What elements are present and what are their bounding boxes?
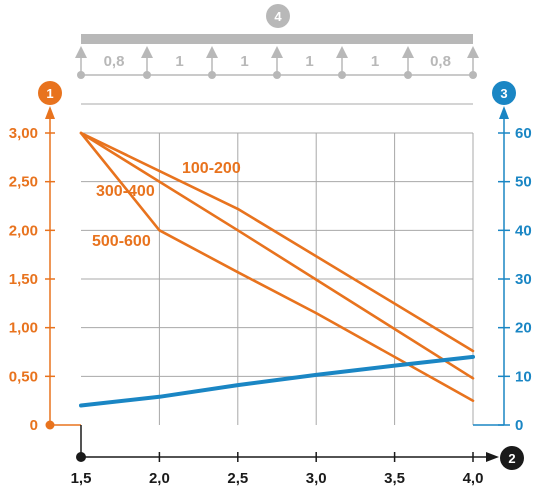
span-label-bg	[98, 52, 130, 70]
grid	[81, 103, 474, 425]
left-axis-tick-label: 0	[30, 417, 38, 434]
badges: 4 1 3 2	[38, 4, 524, 470]
right-axis-arrow	[499, 106, 509, 119]
x-axis-tick-label: 1,5	[71, 470, 92, 487]
left-axis-arrow	[45, 106, 55, 119]
badge-span-axis-text: 2	[508, 451, 515, 466]
span-label: 0,8	[430, 53, 451, 70]
span-label: 1	[371, 53, 379, 70]
support-triangle	[75, 46, 87, 58]
right-axis-tick-label: 50	[515, 174, 532, 191]
support-triangle	[206, 46, 218, 58]
left-axis-tick-label: 1,50	[9, 271, 38, 288]
badge-span-axis-circle	[500, 446, 524, 470]
span-label: 1	[305, 53, 313, 70]
left-axis-tick-label: 1,00	[9, 320, 38, 337]
span-label-bg	[228, 52, 261, 70]
series-label-300-400: 300-400	[96, 183, 155, 200]
badge-span-text: 4	[274, 9, 282, 24]
right-axis-tick-label: 60	[515, 125, 532, 142]
series-labels: 100-200 300-400 500-600	[92, 160, 241, 250]
right-axis-tick-label: 30	[515, 271, 532, 288]
deflection-line	[79, 354, 475, 408]
x-axis-tick-label: 2,0	[149, 470, 170, 487]
right-axis-tick-label: 40	[515, 222, 532, 239]
left-axis-tick-label: 2,50	[9, 174, 38, 191]
series-line-500-600	[79, 131, 475, 403]
series-label-100-200: 100-200	[182, 160, 241, 177]
span-label-bg	[163, 52, 196, 70]
span-label-bg	[293, 52, 326, 70]
support-triangle	[336, 46, 348, 58]
badge-load-axis-text: 1	[46, 86, 53, 101]
support-triangle	[467, 46, 479, 58]
series-line-300-400	[79, 131, 475, 380]
right-axis-tick-label: 20	[515, 320, 532, 337]
beam-bar	[81, 34, 473, 44]
span-label-bg	[424, 52, 457, 70]
x-axis-tick-label: 3,5	[384, 470, 405, 487]
left-axis-tick-label: 2,00	[9, 222, 38, 239]
series-line-100-200	[79, 131, 475, 353]
badge-deflection-axis-text: 3	[500, 86, 507, 101]
span-label: 0,8	[104, 53, 125, 70]
badge-load-axis-circle	[38, 81, 62, 105]
span-label-bg	[359, 52, 391, 70]
x-axis-tick-label: 4,0	[463, 470, 484, 487]
span-diagram: 0,8 1 1 1 1 0,8	[75, 34, 479, 79]
span-label: 1	[175, 53, 183, 70]
axes: 0 0,50 1,00 1,50 2,00 2,50 3,00 0 10 20 30 40 50 60 1,…	[9, 106, 532, 487]
x-axis-origin-dot	[76, 452, 86, 462]
badge-deflection-axis-circle	[492, 81, 516, 105]
left-axis-tick-label: 3,00	[9, 125, 38, 142]
right-axis-tick-label: 10	[515, 368, 532, 385]
series	[79, 131, 475, 408]
x-axis-arrow	[486, 452, 499, 462]
support-triangle	[402, 46, 414, 58]
badge-span-circle	[266, 4, 290, 28]
series-label-500-600: 500-600	[92, 233, 151, 250]
support-triangle	[141, 46, 153, 58]
support-triangle	[271, 46, 283, 58]
right-axis-tick-label: 0	[515, 417, 523, 434]
x-axis-tick-label: 2,5	[227, 470, 248, 487]
left-axis-tick-label: 0,50	[9, 368, 38, 385]
span-label: 1	[240, 53, 248, 70]
x-axis-tick-label: 3,0	[306, 470, 327, 487]
